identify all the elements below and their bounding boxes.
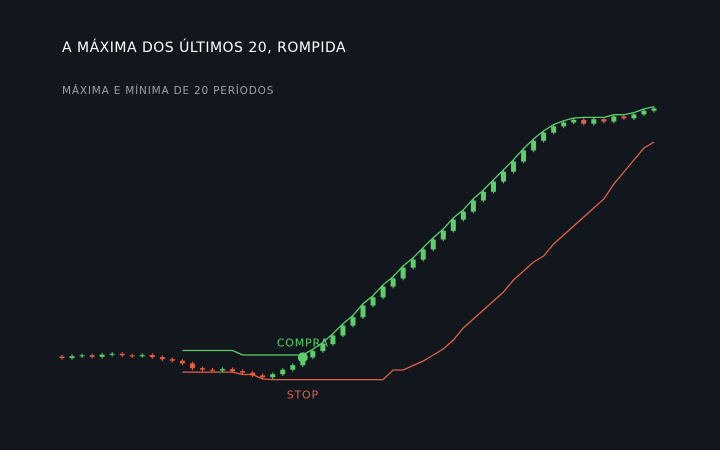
upper-channel (182, 105, 655, 356)
candle-body (360, 305, 366, 318)
candle-body (531, 140, 537, 151)
candle-body (79, 355, 85, 357)
candle-body (189, 363, 195, 369)
candle-body (591, 119, 597, 124)
candle-body (571, 119, 577, 123)
candle-body (601, 119, 607, 122)
candle-body (390, 278, 396, 287)
candle-body (69, 356, 75, 358)
candle-body (240, 371, 246, 373)
candle-body (179, 360, 185, 364)
candle-body (220, 369, 226, 371)
chart-title: A MÁXIMA DOS ÚLTIMOS 20, ROMPIDA (62, 38, 346, 56)
candle-body (500, 171, 506, 182)
candle-body (260, 375, 266, 378)
candle-body (490, 181, 496, 192)
candle-body (450, 219, 456, 231)
candle-body (511, 161, 517, 172)
candle-body (420, 249, 426, 260)
candle-body (440, 230, 446, 240)
candle-body (320, 344, 326, 352)
candle-body (159, 357, 165, 360)
candle-body (139, 355, 145, 357)
candle-body (280, 369, 286, 375)
candle-body (340, 325, 346, 336)
candle-body (119, 353, 125, 356)
chart-subtitle: MÁXIMA E MÍNIMA DE 20 PERÍODOS (62, 84, 274, 97)
candle-body (310, 351, 316, 358)
candle-body (270, 374, 276, 378)
entry-marker (297, 352, 308, 363)
candle-body (380, 286, 386, 298)
candle-body (551, 126, 557, 133)
candle-body (330, 335, 336, 345)
candle-body (129, 355, 135, 357)
candle-body (480, 191, 486, 201)
candle-body (250, 372, 256, 376)
candle-body (210, 369, 216, 371)
candle-body (430, 239, 436, 250)
annotation: COMPRA (277, 336, 329, 349)
candle-body (290, 365, 296, 370)
annotation: STOP (287, 389, 319, 402)
candle-body (460, 211, 466, 220)
candle-body (400, 267, 406, 279)
candle-body (350, 317, 356, 326)
candle-body (611, 116, 617, 122)
candle-body (541, 132, 547, 141)
candle-body (169, 359, 175, 361)
candle-body (631, 114, 637, 119)
candle-body (370, 297, 376, 306)
candle-body (109, 353, 115, 355)
candle-body (149, 355, 155, 358)
candle-body (99, 354, 105, 357)
candle-body (89, 355, 95, 357)
candle-body (581, 119, 587, 124)
candle-body (199, 368, 205, 370)
candle-body (521, 150, 527, 162)
candle-body (651, 108, 657, 111)
candle-body (410, 259, 416, 268)
lower-channel (182, 141, 655, 381)
candle-body (470, 200, 476, 212)
candle-body (621, 116, 627, 119)
candle-body (230, 369, 236, 372)
candle-body (641, 110, 647, 115)
candle-body (59, 356, 65, 358)
candle-body (561, 122, 567, 127)
